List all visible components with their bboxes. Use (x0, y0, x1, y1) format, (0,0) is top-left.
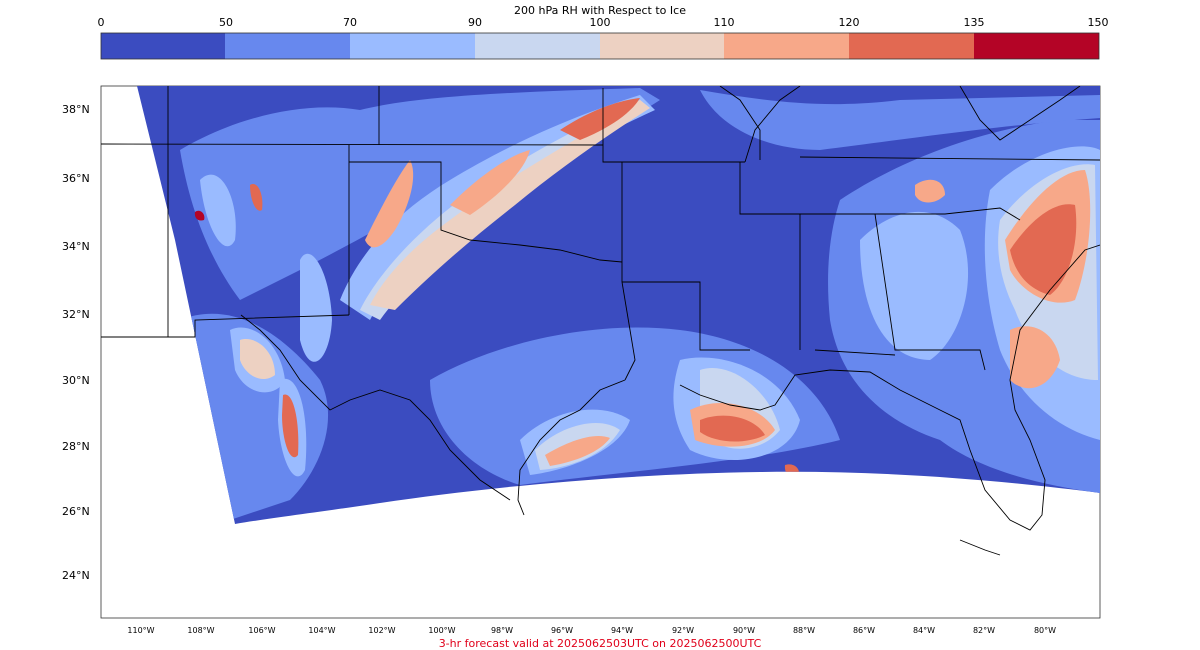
colorbar-segment-90-100 (475, 33, 600, 59)
colorbar-title: 200 hPa RH with Respect to Ice (514, 4, 686, 17)
lon-label: 84°W (912, 626, 936, 635)
lon-label: 108°W (187, 626, 215, 635)
lon-label: 98°W (490, 626, 514, 635)
colorbar-tick: 50 (219, 16, 233, 29)
colorbar-segment-135-150 (974, 33, 1099, 59)
lon-label: 106°W (248, 626, 276, 635)
lon-label: 100°W (428, 626, 456, 635)
lon-label: 82°W (972, 626, 996, 635)
lon-label: 104°W (308, 626, 336, 635)
colorbar-tick: 150 (1087, 16, 1109, 29)
colorbar-segment-120-135 (849, 33, 974, 59)
colorbar-tick: 90 (468, 16, 482, 29)
lat-label: 36°N (62, 172, 90, 185)
lon-label: 80°W (1033, 626, 1057, 635)
lat-label: 24°N (62, 569, 90, 582)
lon-label: 90°W (732, 626, 756, 635)
colorbar-tick: 120 (838, 16, 860, 29)
colorbar-segment-0-50 (101, 33, 225, 59)
state-boundaries (101, 86, 1100, 556)
lon-label: 102°W (368, 626, 396, 635)
colorbar-segment-110-120 (724, 33, 849, 59)
colorbar-tick: 100 (589, 16, 611, 29)
lon-label: 88°W (792, 626, 816, 635)
colorbar-tick: 135 (963, 16, 985, 29)
lat-label: 32°N (62, 308, 90, 321)
colorbar-segment-50-70 (225, 33, 350, 59)
lon-label: 96°W (550, 626, 574, 635)
forecast-valid-caption: 3-hr forecast valid at 2025062503UTC on … (438, 637, 762, 650)
lat-label: 28°N (62, 440, 90, 453)
map-panel (100, 85, 1101, 619)
lat-label: 26°N (62, 505, 90, 518)
lon-label: 92°W (671, 626, 695, 635)
lat-label: 30°N (62, 374, 90, 387)
colorbar-segment-70-90 (350, 33, 475, 59)
lon-label: 86°W (852, 626, 876, 635)
rh-field (137, 86, 1100, 524)
lon-label: 94°W (610, 626, 634, 635)
colorbar-segment-100-110 (600, 33, 724, 59)
colorbar-tick: 110 (713, 16, 735, 29)
lon-label: 110°W (127, 626, 155, 635)
colorbar-tick: 70 (343, 16, 357, 29)
colorbar (100, 32, 1100, 60)
lat-label: 34°N (62, 240, 90, 253)
colorbar-tick: 0 (97, 16, 105, 29)
lat-label: 38°N (62, 103, 90, 116)
